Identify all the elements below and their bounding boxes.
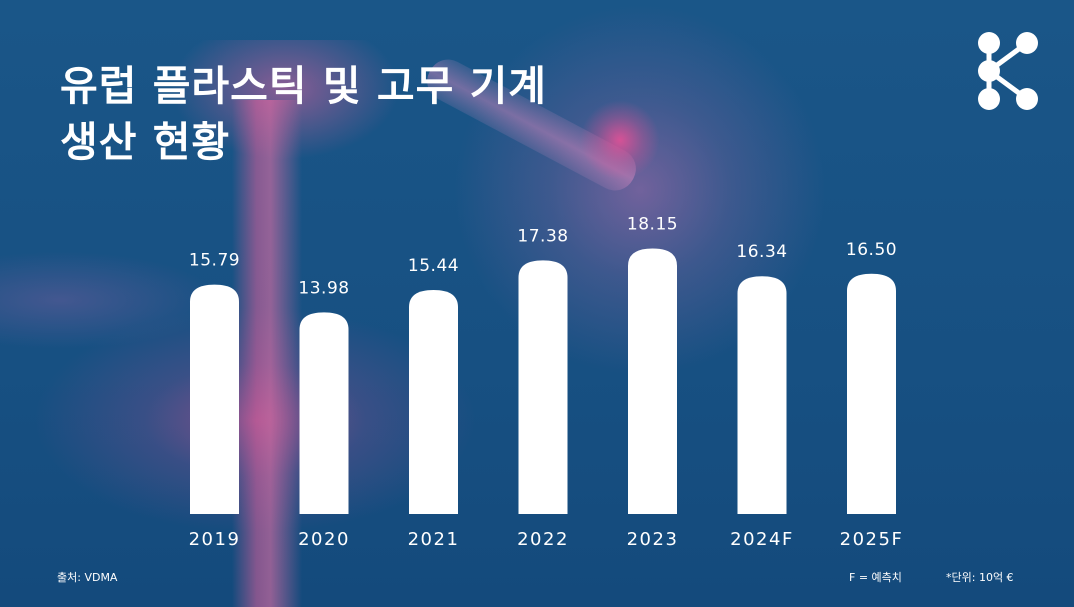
decorative-pink-glow <box>170 40 400 160</box>
bar-2024F <box>737 276 787 514</box>
unit-note: *단위: 10억 € <box>946 571 1014 584</box>
bar-2019 <box>190 284 239 514</box>
chart-title-line2: 생산 현황 <box>60 118 231 166</box>
category-label-2022: 2022 <box>517 529 569 550</box>
network-nodes-icon <box>978 32 1038 110</box>
category-label-2025F: 2025F <box>840 529 904 550</box>
bar-2025F <box>847 273 896 514</box>
bar-2022 <box>518 260 568 514</box>
bar-2020 <box>299 312 349 514</box>
decorative-tube-glow <box>580 100 660 180</box>
value-label-2022: 17.38 <box>517 226 568 246</box>
value-label-2020: 13.98 <box>298 278 349 298</box>
category-label-2023: 2023 <box>627 529 679 550</box>
bar-2023 <box>628 248 677 515</box>
category-label-2024F: 2024F <box>730 529 794 550</box>
bar-2021 <box>409 290 458 514</box>
value-label-2025F: 16.50 <box>846 240 897 260</box>
source-note: 출처: VDMA <box>57 571 118 584</box>
category-label-2019: 2019 <box>189 529 241 550</box>
value-label-2019: 15.79 <box>189 251 240 271</box>
chart-title: 유럽 플라스틱 및 고무 기계 생산 현황 <box>60 58 547 170</box>
forecast-note: F = 예측치 <box>849 571 902 584</box>
category-label-2020: 2020 <box>298 529 350 550</box>
decorative-pink-beam <box>232 100 302 607</box>
value-label-2023: 18.15 <box>627 215 678 235</box>
category-label-2021: 2021 <box>408 529 460 550</box>
value-label-2024F: 16.34 <box>736 242 787 262</box>
value-label-2021: 15.44 <box>408 256 459 276</box>
chart-title-line1: 유럽 플라스틱 및 고무 기계 <box>60 62 548 110</box>
